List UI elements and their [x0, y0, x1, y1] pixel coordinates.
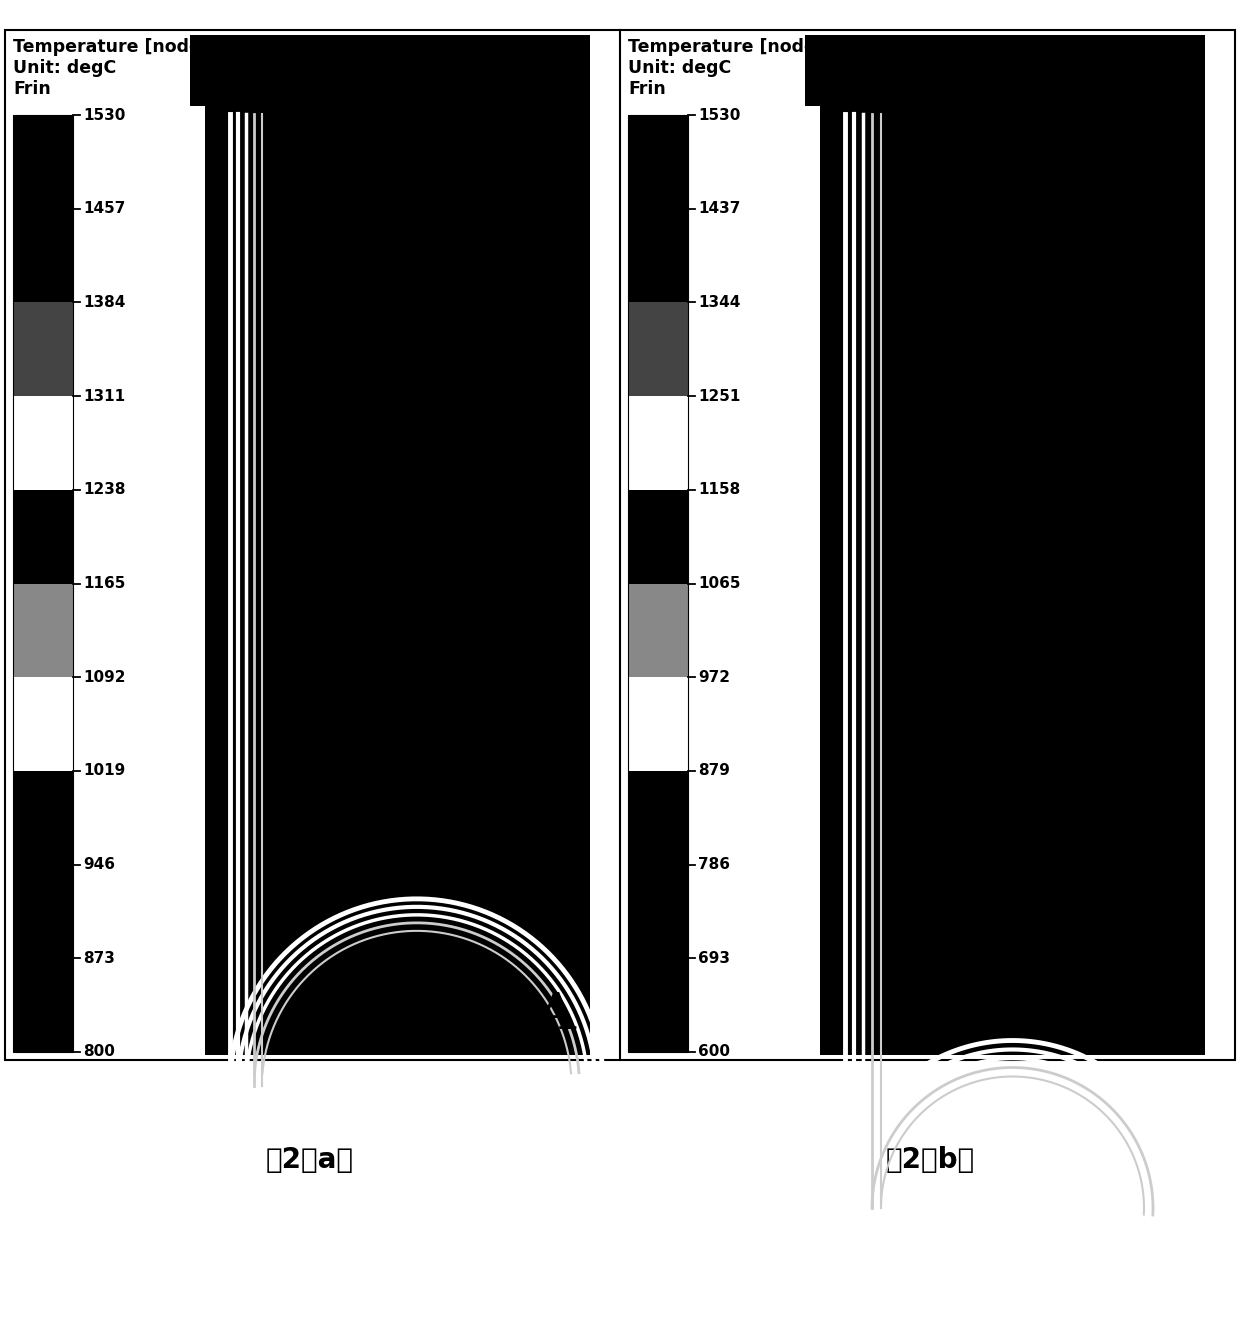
Bar: [627, 490, 688, 583]
Text: 693: 693: [698, 951, 730, 966]
Text: Temperature [node]: Temperature [node]: [627, 38, 823, 56]
Bar: [12, 115, 73, 1052]
Text: 1065: 1065: [698, 576, 740, 591]
Bar: [627, 115, 688, 1052]
Bar: [12, 302, 73, 396]
Bar: [5, 30, 1235, 1060]
Bar: [12, 677, 73, 771]
Text: 1238: 1238: [83, 482, 125, 497]
Text: 1530: 1530: [83, 107, 125, 122]
Bar: [627, 865, 688, 958]
Text: Temperature [node]: Temperature [node]: [12, 38, 208, 56]
Bar: [12, 958, 73, 1052]
Bar: [12, 771, 73, 865]
Text: 600: 600: [698, 1044, 730, 1060]
Bar: [12, 115, 73, 1052]
Text: 873: 873: [83, 951, 115, 966]
Text: 1384: 1384: [83, 295, 125, 310]
Text: B: B: [1148, 991, 1190, 1040]
Text: Unit: degC: Unit: degC: [12, 60, 117, 77]
Bar: [12, 396, 73, 490]
Bar: [205, 34, 590, 1055]
Bar: [627, 396, 688, 490]
Bar: [627, 115, 688, 209]
Bar: [12, 583, 73, 677]
Bar: [627, 302, 688, 396]
Bar: [12, 115, 73, 209]
Text: 1251: 1251: [698, 388, 740, 404]
Text: 786: 786: [698, 857, 730, 872]
Bar: [627, 583, 688, 677]
Bar: [627, 209, 688, 302]
Bar: [12, 490, 73, 583]
Bar: [12, 865, 73, 958]
Text: 800: 800: [83, 1044, 115, 1060]
Text: 1437: 1437: [698, 201, 740, 216]
Text: 1092: 1092: [83, 669, 125, 685]
Text: 1019: 1019: [83, 763, 125, 778]
Bar: [627, 958, 688, 1052]
Text: 972: 972: [698, 669, 730, 685]
Text: A: A: [536, 991, 575, 1040]
Text: Frin: Frin: [12, 80, 51, 98]
Text: 图2（a）: 图2（a）: [267, 1146, 353, 1174]
Text: 946: 946: [83, 857, 115, 872]
Text: 图2（b）: 图2（b）: [885, 1146, 975, 1174]
Bar: [190, 34, 590, 106]
Bar: [627, 677, 688, 771]
Text: 1311: 1311: [83, 388, 125, 404]
Text: Frin: Frin: [627, 80, 666, 98]
Text: 1158: 1158: [698, 482, 740, 497]
Text: 879: 879: [698, 763, 730, 778]
Text: 1457: 1457: [83, 201, 125, 216]
Bar: [627, 115, 688, 1052]
Circle shape: [522, 1022, 538, 1037]
Text: Unit: degC: Unit: degC: [627, 60, 732, 77]
Bar: [627, 771, 688, 865]
Bar: [820, 34, 1205, 1055]
Text: 1530: 1530: [698, 107, 740, 122]
Bar: [12, 209, 73, 302]
Bar: [805, 34, 1205, 106]
Text: 1165: 1165: [83, 576, 125, 591]
Text: 1344: 1344: [698, 295, 740, 310]
Circle shape: [1137, 1022, 1153, 1037]
